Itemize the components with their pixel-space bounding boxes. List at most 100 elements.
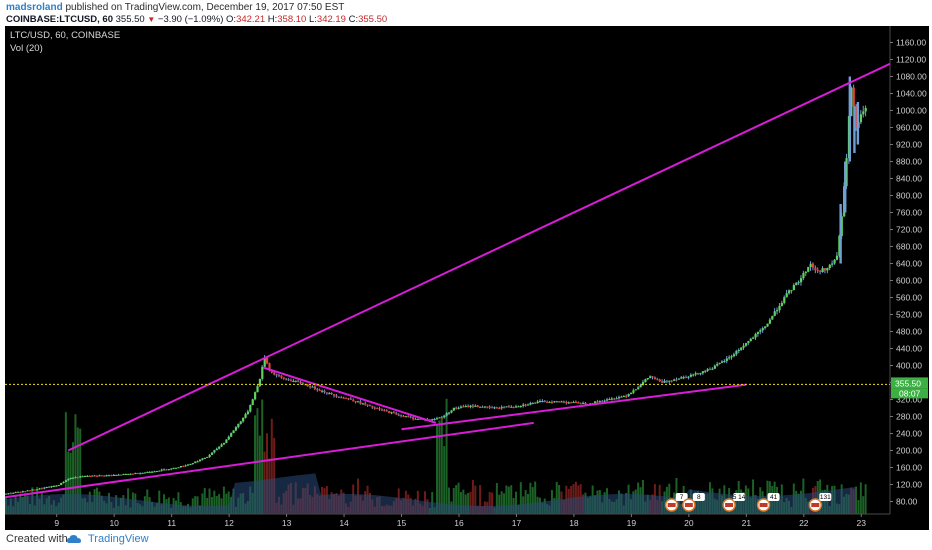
chart-area[interactable]: 80.00 120.00 160.00 200.00 240.00 280.00 320.0… — [5, 26, 929, 530]
candle-body — [548, 401, 551, 403]
candle-body — [524, 404, 527, 406]
event-count-label: 131 — [820, 494, 831, 501]
candle-body — [639, 385, 642, 388]
candle-body — [38, 488, 41, 490]
volume-bar — [213, 490, 216, 514]
x-tick-label: 10 — [109, 518, 119, 528]
volume-bar — [218, 494, 221, 514]
x-tick-label: 21 — [742, 518, 752, 528]
candle-body — [64, 480, 68, 482]
volume-bar — [524, 490, 527, 514]
candle-body — [48, 486, 51, 488]
candle-body — [16, 491, 20, 493]
candle-body — [280, 375, 283, 378]
candle-body — [206, 456, 209, 458]
candle-body — [716, 363, 719, 366]
candle-body — [500, 407, 503, 409]
candle-body — [617, 397, 621, 399]
x-tick-label: 16 — [454, 518, 464, 528]
trendline-triangle-top — [263, 366, 437, 424]
candle-body — [165, 469, 168, 471]
price-chart[interactable]: 80.00 120.00 160.00 200.00 240.00 280.00 320.0… — [5, 26, 929, 530]
candle-body — [234, 427, 238, 431]
candle-body — [139, 473, 142, 475]
volume-bar — [455, 485, 458, 514]
candle-body — [744, 343, 748, 346]
tradingview-link[interactable]: TradingView — [88, 533, 149, 545]
candle-body — [210, 452, 214, 455]
candle-body — [668, 380, 671, 382]
candle-body — [725, 358, 728, 361]
candle-body — [476, 405, 479, 408]
candle-body — [407, 416, 410, 418]
candle-body — [515, 406, 518, 408]
candle-body — [694, 373, 697, 375]
y-tick-label: 1080.00 — [896, 72, 927, 82]
candle-body — [366, 404, 369, 406]
volume-bar — [459, 491, 462, 514]
candle-body — [112, 474, 115, 476]
candle-body — [452, 407, 455, 411]
candle-body — [275, 374, 278, 376]
candle-body — [699, 373, 702, 375]
volume-bar — [258, 435, 261, 514]
candle-body — [797, 282, 800, 284]
candle-body — [268, 363, 271, 371]
candle-body — [764, 326, 767, 329]
symbol-name[interactable]: COINBASE:LTCUSD, 60 — [6, 14, 113, 25]
volume-bar — [215, 496, 218, 514]
candle-body — [67, 478, 70, 481]
candle-body — [356, 401, 360, 403]
candle-body — [510, 406, 513, 408]
candle-body — [474, 405, 477, 407]
candle-body — [392, 412, 396, 414]
volume-bar — [855, 486, 858, 514]
y-tick-label: 400.00 — [896, 361, 922, 371]
candle-body — [239, 421, 242, 424]
candle-body — [572, 402, 575, 404]
candle-body — [759, 330, 762, 332]
candle-body — [811, 263, 815, 268]
candle-body — [438, 417, 441, 419]
y-tick-label: 1040.00 — [896, 89, 927, 99]
candle-body — [728, 357, 731, 359]
event-count-bg — [692, 493, 705, 501]
candle-body — [19, 491, 22, 493]
volume-bar — [206, 497, 209, 514]
candle-body — [663, 380, 666, 383]
candle-body — [170, 468, 173, 470]
candle-body — [783, 297, 786, 303]
candle-body — [749, 338, 752, 342]
candle-body — [603, 400, 606, 402]
author-link[interactable]: madsroland — [6, 2, 63, 13]
candle-body — [682, 377, 685, 379]
candle-body — [543, 400, 546, 403]
event-flag-icon — [684, 503, 693, 507]
candle-body — [301, 383, 305, 385]
candle-body — [79, 476, 82, 478]
candle-body — [747, 341, 750, 344]
candle-body — [711, 368, 714, 370]
volume-bar — [210, 497, 213, 514]
volume-bar — [505, 485, 508, 514]
y-tick-label: 920.00 — [896, 140, 922, 150]
volume-bar — [864, 484, 867, 514]
x-tick-label: 22 — [799, 518, 809, 528]
candle-body — [495, 407, 499, 409]
candle-body — [807, 267, 810, 272]
y-tick-label: 560.00 — [896, 293, 922, 303]
volume-bar — [443, 446, 446, 514]
volume-bar — [254, 415, 257, 514]
candle-body — [845, 158, 848, 187]
x-tick-label: 9 — [54, 518, 59, 528]
candle-body — [261, 366, 264, 379]
volume-bar — [857, 500, 860, 514]
volume-bar — [519, 482, 522, 514]
candle-body — [395, 413, 398, 415]
published-text: published on TradingView.com, December 1… — [65, 2, 345, 13]
candle-body — [316, 388, 319, 391]
candle-body — [136, 473, 139, 475]
candle-body — [555, 401, 558, 403]
candle-body — [167, 469, 171, 471]
candle-body — [246, 411, 250, 415]
